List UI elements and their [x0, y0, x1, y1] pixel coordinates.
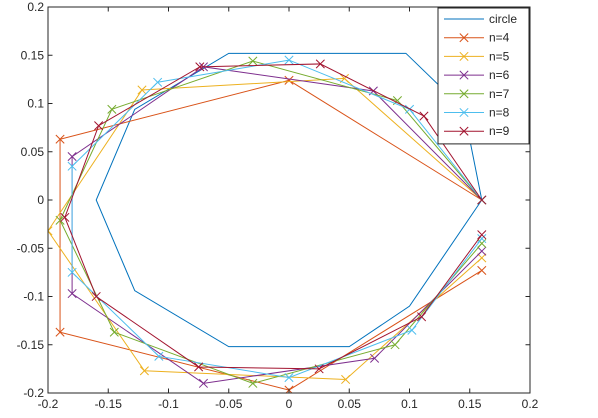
x-tick-label: 0.1	[401, 397, 418, 411]
data-point-marker	[48, 226, 53, 236]
legend-marker	[459, 107, 469, 118]
data-point-marker	[198, 378, 208, 388]
series-line	[71, 59, 483, 379]
data-point-marker	[67, 267, 77, 277]
legend-marker	[459, 89, 469, 99]
data-point-marker	[370, 353, 380, 363]
data-point-marker	[407, 325, 417, 335]
data-point-marker	[67, 152, 77, 162]
legend-label: n=4	[489, 31, 510, 45]
data-point-marker	[284, 373, 294, 383]
y-tick-label: 0.05	[21, 145, 45, 159]
data-point-marker	[315, 59, 325, 69]
x-tick-label: -0.15	[95, 397, 123, 411]
series-n-6	[67, 62, 487, 388]
data-point-marker	[341, 374, 351, 385]
series-layer	[48, 52, 487, 393]
series-n-8	[67, 55, 487, 383]
data-point-marker	[477, 238, 487, 248]
legend-label: n=5	[489, 49, 510, 63]
data-point-marker	[416, 312, 427, 322]
legend: circle n=4 n=5 n=6 n=7 n=8 n=9	[437, 7, 530, 145]
data-point-marker	[284, 75, 294, 85]
y-tick-label: 0.2	[27, 0, 44, 14]
legend-label: n=9	[489, 124, 510, 138]
y-tick-label: 0	[37, 193, 44, 207]
legend-item: n=5	[444, 49, 510, 63]
data-point-marker	[390, 340, 400, 350]
axes	[47, 6, 531, 394]
data-point-marker	[477, 230, 487, 240]
data-point-marker	[153, 77, 163, 87]
data-point-marker	[195, 62, 205, 72]
x-tick-label: -0.05	[215, 397, 243, 411]
data-point-marker	[477, 195, 487, 205]
legend-marker	[459, 51, 469, 61]
data-point-marker	[91, 291, 101, 302]
series-n-7	[55, 56, 487, 388]
data-point-marker	[55, 134, 65, 144]
data-point-marker	[154, 351, 164, 361]
series-n-5	[48, 73, 487, 385]
data-point-marker	[477, 265, 487, 275]
x-tick-label: 0.15	[458, 397, 482, 411]
data-point-marker	[284, 55, 294, 65]
y-tick-label: 0.1	[27, 97, 44, 111]
data-point-marker	[194, 362, 204, 372]
legend-item: n=7	[444, 87, 510, 101]
legend-label: n=8	[489, 106, 510, 120]
legend-item: n=4	[444, 31, 510, 45]
y-tick-label: -0.15	[17, 338, 45, 352]
data-point-marker	[55, 327, 65, 337]
legend-item: n=8	[444, 106, 510, 120]
y-tick-label: 0.15	[21, 48, 45, 62]
series-line	[64, 63, 483, 370]
data-point-marker	[109, 327, 119, 337]
legend-label: circle	[489, 12, 517, 26]
x-tick-label: -0.1	[158, 397, 179, 411]
data-point-marker	[248, 56, 258, 66]
x-tick-label: -0.2	[38, 397, 59, 411]
legend-marker	[459, 70, 469, 80]
data-point-marker	[55, 215, 65, 225]
data-point-marker	[137, 85, 147, 95]
data-point-marker	[67, 289, 77, 299]
legend-marker	[459, 33, 469, 43]
y-tick-label: -0.1	[23, 290, 44, 304]
x-tick-label: 0.2	[522, 397, 539, 411]
legend-item: circle	[444, 12, 517, 26]
y-tick-label: -0.05	[17, 241, 45, 255]
data-point-marker	[419, 111, 429, 121]
data-point-marker	[94, 121, 104, 131]
series-line	[95, 52, 483, 348]
series-circle	[95, 52, 483, 348]
legend-box	[437, 7, 530, 145]
data-point-marker	[477, 253, 487, 263]
data-point-marker	[477, 246, 487, 256]
data-point-marker	[477, 234, 487, 244]
data-point-marker	[248, 378, 258, 388]
x-tick-label: 0	[286, 397, 293, 411]
legend-label: n=6	[489, 68, 510, 82]
legend-item: n=6	[444, 68, 510, 82]
y-tick-label: -0.2	[23, 386, 44, 400]
legend-label: n=7	[489, 87, 510, 101]
tick-labels: -0.2 -0.15 -0.1 -0.05 0 0.05 0.1 0.15 0.2 -0.2 -0.…	[17, 0, 539, 411]
data-point-marker	[60, 212, 70, 222]
series-line	[59, 79, 483, 391]
series-line	[59, 60, 483, 384]
data-point-marker	[107, 104, 117, 114]
legend-marker	[459, 126, 469, 136]
x-tick-label: 0.05	[338, 397, 362, 411]
data-point-marker	[67, 161, 77, 171]
series-n-9	[60, 59, 487, 374]
data-point-marker	[139, 366, 149, 376]
legend-item: n=9	[444, 124, 510, 138]
data-point-marker	[314, 364, 324, 374]
